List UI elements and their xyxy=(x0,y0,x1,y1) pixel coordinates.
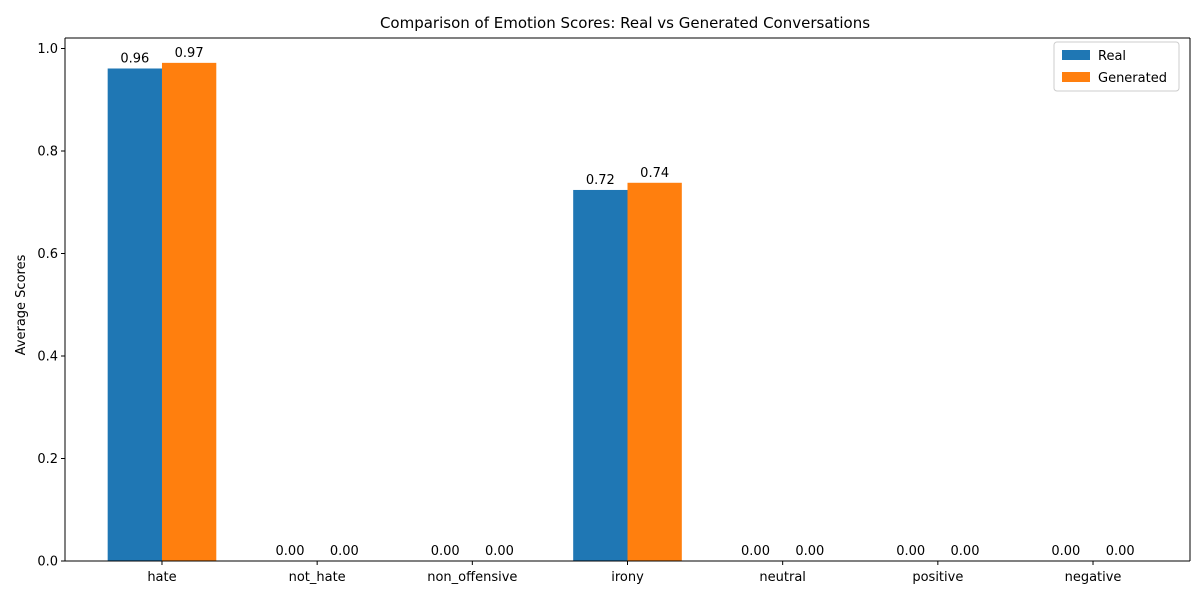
data-label: 0.00 xyxy=(1051,544,1080,559)
x-tick-label: non_offensive xyxy=(427,570,517,585)
y-tick-label: 0.2 xyxy=(37,452,58,467)
y-axis-label: Average Scores xyxy=(14,254,29,355)
legend-swatch-real xyxy=(1062,50,1090,60)
y-tick-label: 0.4 xyxy=(37,350,58,365)
bar-real-irony xyxy=(573,189,628,561)
x-tick-label: positive xyxy=(912,570,963,585)
data-label: 0.72 xyxy=(586,173,615,188)
data-label: 0.00 xyxy=(485,544,514,559)
data-label: 0.00 xyxy=(431,544,460,559)
x-tick-label: not_hate xyxy=(289,570,346,585)
data-label: 0.97 xyxy=(175,46,204,61)
chart-title: Comparison of Emotion Scores: Real vs Ge… xyxy=(380,14,870,32)
data-label: 0.00 xyxy=(330,544,359,559)
x-tick-label: neutral xyxy=(759,570,806,585)
y-tick-label: 0.8 xyxy=(37,145,58,160)
data-label: 0.00 xyxy=(1106,544,1135,559)
legend-label-real: Real xyxy=(1098,49,1126,64)
bar-generated-irony xyxy=(627,182,682,561)
y-tick-label: 0.0 xyxy=(37,555,58,570)
data-label: 0.00 xyxy=(951,544,980,559)
plot-area: 0.960.00 0.000.720.00 0.00 0.000.970.00 0.00… xyxy=(37,37,1191,585)
data-label: 0.96 xyxy=(120,51,149,66)
data-label: 0.74 xyxy=(640,166,669,181)
data-label: 0.00 xyxy=(795,544,824,559)
bar-generated-hate xyxy=(161,62,217,561)
legend-label-generated: Generated xyxy=(1098,71,1167,86)
x-tick-label: negative xyxy=(1065,570,1122,585)
legend-swatch-generated xyxy=(1062,72,1090,82)
legend: Real Generated xyxy=(1053,41,1180,92)
x-tick-label: irony xyxy=(611,570,644,585)
data-label: 0.00 xyxy=(896,544,925,559)
data-label: 0.00 xyxy=(741,544,770,559)
x-tick-label: hate xyxy=(147,570,176,585)
bar-real-hate xyxy=(107,68,162,562)
y-tick-label: 1.0 xyxy=(37,42,58,57)
data-label: 0.00 xyxy=(276,544,305,559)
y-tick-label: 0.6 xyxy=(37,247,58,262)
